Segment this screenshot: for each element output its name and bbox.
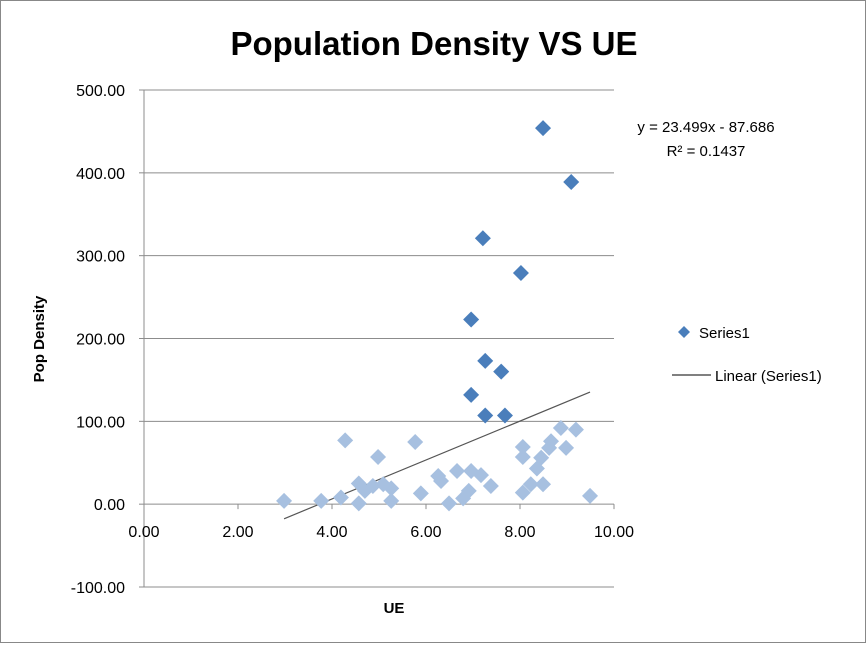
data-point: [514, 439, 531, 456]
data-point: [433, 472, 450, 489]
data-point: [477, 352, 494, 369]
y-tick-label: 100.00: [76, 414, 125, 431]
legend-label-series1: Series1: [699, 325, 750, 342]
data-point: [512, 265, 529, 282]
data-point: [332, 489, 349, 506]
y-tick-label: 0.00: [94, 497, 125, 514]
data-point: [276, 492, 293, 509]
data-point: [522, 476, 539, 493]
x-tick-label: 8.00: [504, 524, 535, 541]
legend: Series1 Linear (Series1): [672, 325, 822, 385]
x-tick-label: 0.00: [128, 524, 159, 541]
data-point: [535, 476, 552, 493]
data-point: [337, 432, 354, 449]
data-point: [496, 407, 513, 424]
y-tick-label: -100.00: [71, 580, 125, 597]
x-tick-label: 4.00: [316, 524, 347, 541]
data-point: [533, 449, 550, 466]
trendline-r-squared: R² = 0.1437: [667, 143, 746, 160]
legend-label-trendline: Linear (Series1): [715, 368, 822, 385]
data-point: [482, 477, 499, 494]
data-point: [558, 439, 575, 456]
data-point: [407, 434, 424, 451]
data-point: [350, 495, 367, 512]
data-point: [412, 485, 429, 502]
trendline-equation: y = 23.499x - 87.686: [637, 119, 774, 136]
data-point: [383, 480, 400, 497]
data-point: [543, 433, 560, 450]
data-point: [535, 120, 552, 137]
y-tick-label: 300.00: [76, 249, 125, 266]
data-point: [493, 363, 510, 380]
data-point: [370, 448, 387, 465]
data-point: [552, 419, 569, 436]
data-point: [514, 448, 531, 465]
x-tick-label: 2.00: [222, 524, 253, 541]
y-axis-label: Pop Density: [31, 295, 48, 382]
data-point: [567, 421, 584, 438]
y-tick-label: 400.00: [76, 166, 125, 183]
data-point: [441, 495, 458, 512]
data-point: [563, 173, 580, 190]
data-point: [582, 487, 599, 504]
data-point: [460, 482, 477, 499]
data-point: [449, 463, 466, 480]
data-point: [514, 484, 531, 501]
data-point: [383, 492, 400, 509]
y-tick-label: 200.00: [76, 332, 125, 349]
x-tick-label: 10.00: [594, 524, 634, 541]
data-point: [463, 386, 480, 403]
legend-marker-series1: [678, 326, 690, 338]
data-point: [474, 230, 491, 247]
y-tick-label: 500.00: [76, 83, 125, 100]
data-point: [463, 311, 480, 328]
data-point: [313, 492, 330, 509]
chart-title: Population Density VS UE: [230, 25, 637, 62]
x-tick-label: 6.00: [410, 524, 441, 541]
data-point: [364, 477, 381, 494]
data-point: [477, 407, 494, 424]
x-axis-label: UE: [384, 600, 405, 617]
data-point: [472, 467, 489, 484]
